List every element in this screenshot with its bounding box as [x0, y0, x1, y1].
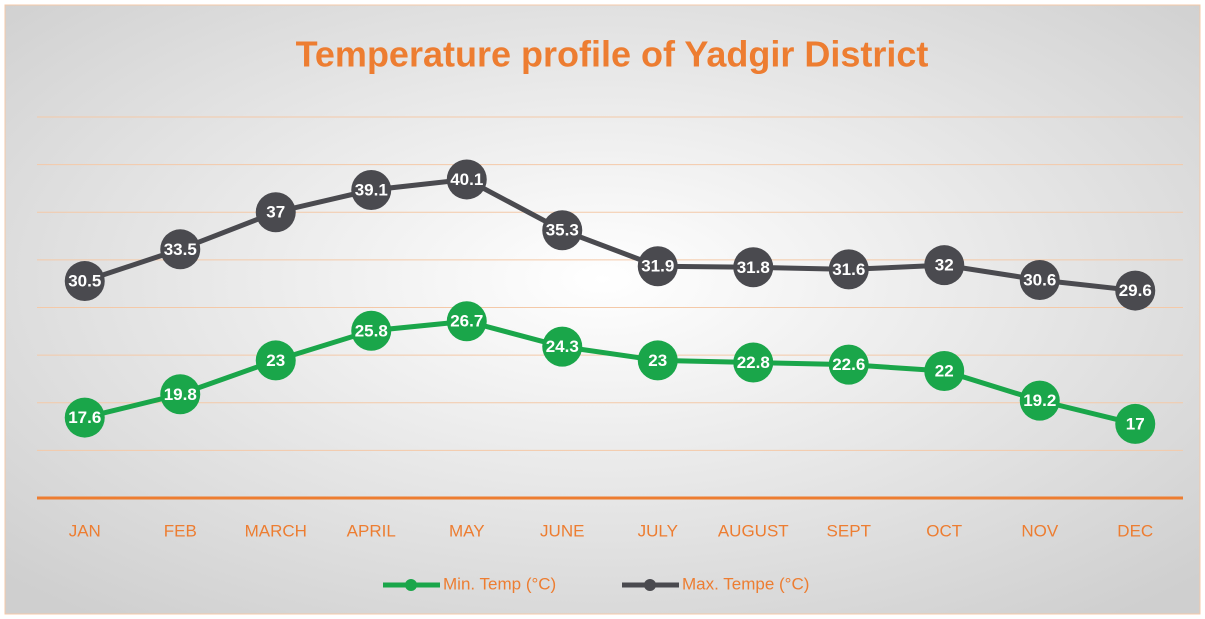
x-tick-label: JULY: [638, 521, 678, 540]
point-marker: [1115, 270, 1156, 311]
legend-marker: [405, 579, 417, 591]
x-tick-label: APRIL: [347, 521, 396, 540]
data-label: 17.6: [68, 408, 101, 427]
data-label: 32: [935, 256, 954, 275]
point-marker: [351, 170, 392, 211]
data-label: 25.8: [355, 321, 388, 340]
data-label: 17: [1126, 414, 1145, 433]
data-label: 23: [648, 351, 667, 370]
x-tick-label: FEB: [164, 521, 197, 540]
point-marker: [542, 326, 583, 367]
legend-label: Min. Temp (°C): [443, 574, 556, 593]
data-label: 30.5: [68, 272, 101, 291]
point-marker: [446, 301, 487, 342]
data-label: 19.8: [164, 385, 197, 404]
point-marker: [64, 397, 105, 438]
data-label: 23: [266, 351, 285, 370]
data-label: 40.1: [450, 170, 483, 189]
point-marker: [64, 261, 105, 302]
point-marker: [446, 159, 487, 200]
x-tick-label: DEC: [1117, 521, 1153, 540]
x-tick-label: AUGUST: [718, 521, 789, 540]
point-marker: [255, 192, 296, 233]
data-label: 39.1: [355, 181, 388, 200]
lines: 17.6 19.8 23 25.8 26.7 24.3 23 22.8 22.6 22 19.2 17…: [64, 159, 1156, 444]
point-marker: [255, 340, 296, 381]
x-tick-label: JUNE: [540, 521, 584, 540]
point-marker: [733, 247, 774, 288]
data-label: 29.6: [1119, 281, 1152, 300]
data-label: 33.5: [164, 240, 197, 259]
x-tick-label: MARCH: [245, 521, 307, 540]
chart-title: Temperature profile of Yadgir District: [296, 34, 929, 75]
point-marker: [828, 249, 869, 290]
data-label: 30.6: [1023, 270, 1056, 289]
point-marker: [637, 246, 678, 287]
data-label: 35.3: [546, 221, 579, 240]
x-tick-label: NOV: [1021, 521, 1059, 540]
data-label: 22.8: [737, 353, 770, 372]
legend-label: Max. Tempe (°C): [682, 574, 809, 593]
point-marker: [828, 344, 869, 385]
x-tick-label: JAN: [69, 521, 101, 540]
point-marker: [1019, 259, 1060, 300]
point-marker: [542, 210, 583, 251]
data-label: 31.6: [832, 260, 865, 279]
point-marker: [924, 245, 965, 286]
point-marker: [160, 229, 201, 270]
point-marker: [733, 342, 774, 383]
data-label: 26.7: [450, 312, 483, 331]
legend: Min. Temp (°C) Max. Tempe (°C): [383, 574, 809, 593]
data-label: 37: [266, 203, 285, 222]
grid: JAN FEB MARCH APRIL MAY JUNE JULY AUGUST SEPT OCT…: [37, 116, 1183, 540]
data-label: 24.3: [546, 337, 579, 356]
x-tick-label: OCT: [926, 521, 962, 540]
data-label: 19.2: [1023, 391, 1056, 410]
x-tick-label: SEPT: [827, 521, 871, 540]
point-marker: [160, 374, 201, 415]
x-tick-label: MAY: [449, 521, 485, 540]
data-label: 31.8: [737, 258, 770, 277]
point-marker: [351, 310, 392, 351]
legend-marker: [644, 579, 656, 591]
data-label: 31.9: [641, 257, 674, 276]
data-label: 22.6: [832, 355, 865, 374]
point-marker: [924, 351, 965, 391]
point-marker: [1019, 380, 1060, 421]
data-label: 22: [935, 361, 954, 380]
point-marker: [637, 340, 678, 381]
chart-background: [4, 4, 1201, 615]
point-marker: [1115, 403, 1156, 444]
